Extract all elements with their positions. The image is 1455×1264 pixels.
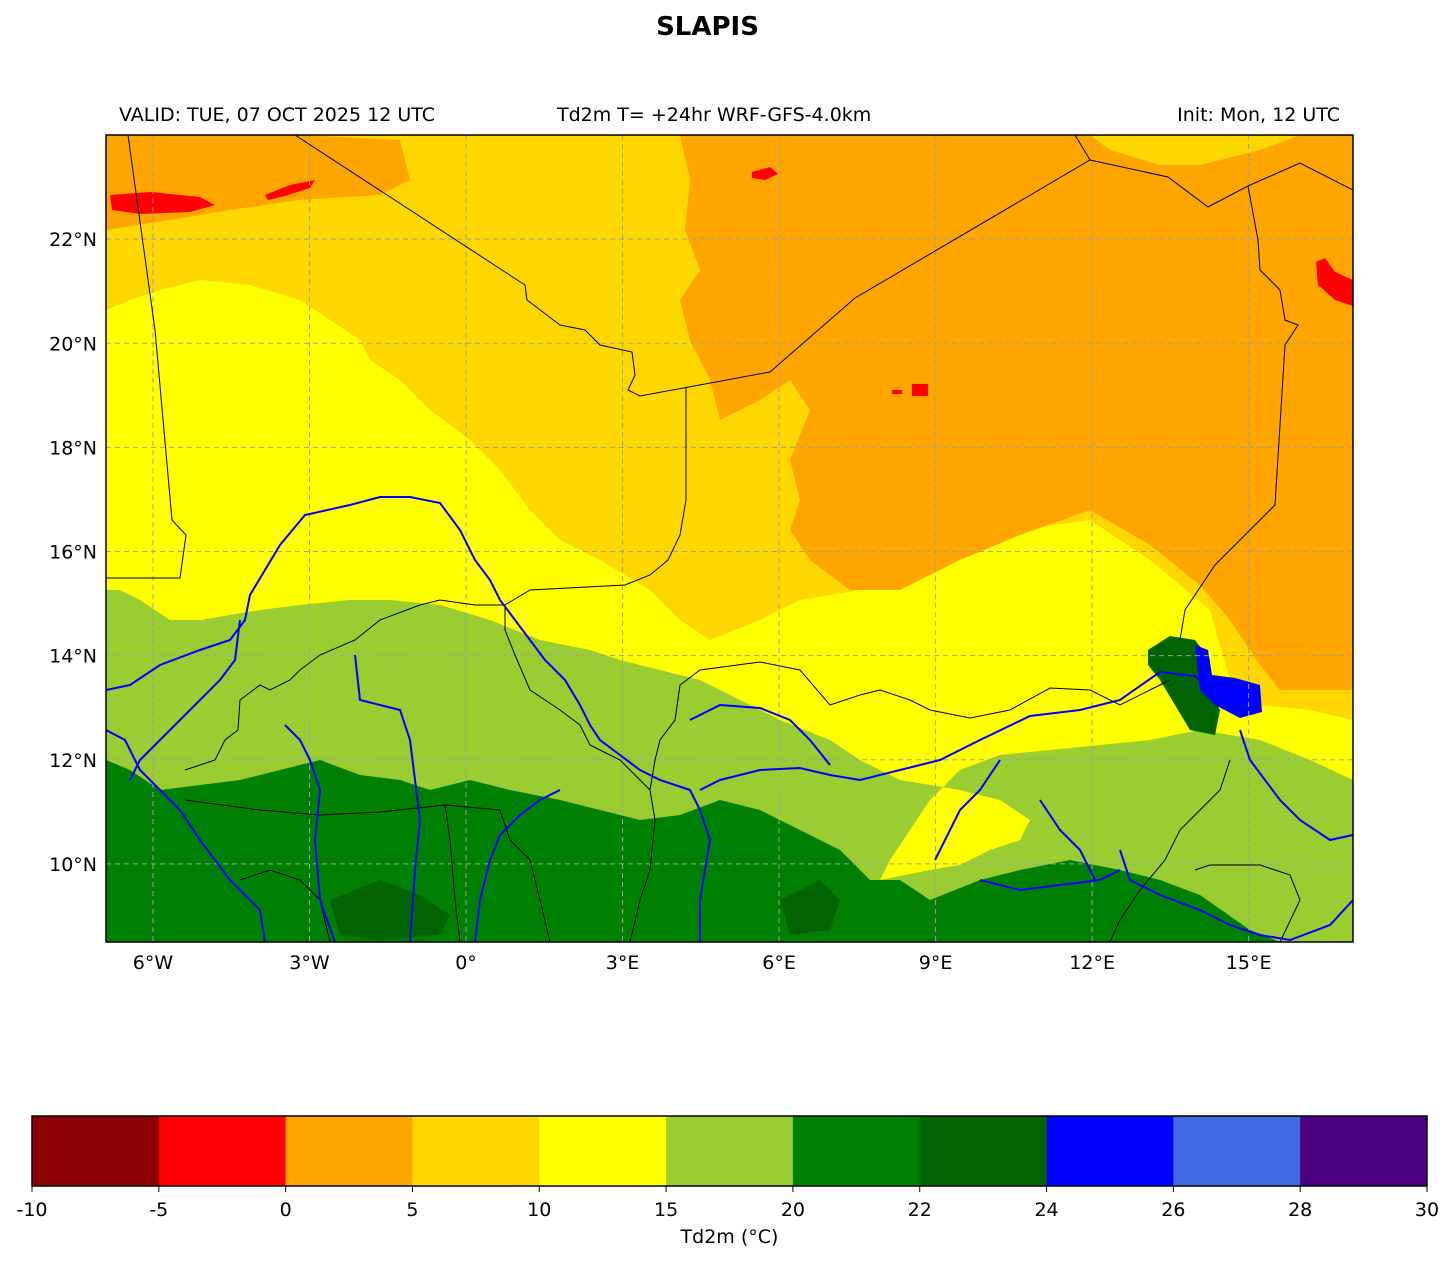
tributary-ne bbox=[1039, 799, 1096, 881]
border-niger-bf bbox=[504, 605, 601, 751]
benue-river bbox=[699, 670, 1211, 791]
rivers bbox=[106, 496, 1353, 942]
lon-tick-label: 9°E bbox=[919, 952, 953, 974]
lon-tick-label: 12°E bbox=[1069, 952, 1115, 974]
chari-river bbox=[1239, 729, 1353, 842]
lat-tick-label: 12°N bbox=[49, 750, 97, 772]
field-neg5-0-strip bbox=[265, 180, 315, 200]
niger-river bbox=[106, 496, 712, 942]
colorbar-frame bbox=[31, 1115, 1428, 1187]
field-neg5-0-north bbox=[752, 167, 778, 180]
gongola-river bbox=[979, 869, 1121, 892]
sokoto-river bbox=[689, 703, 831, 766]
field-0-5 bbox=[106, 135, 1353, 690]
border-bf-south bbox=[184, 799, 501, 816]
tributary-east bbox=[934, 759, 1001, 861]
forecast-description: Td2m T= +24hr WRF-GFS-4.0km bbox=[557, 104, 872, 126]
lon-tick-label: 6°E bbox=[762, 952, 796, 974]
colorbar-tick-label: -10 bbox=[16, 1199, 47, 1221]
colorbar: -10 -5 0 5 10 15 20 22 24 26 28 30 bbox=[16, 1115, 1439, 1221]
longitude-ticks: 6°W 3°W 0° 3°E 6°E 9°E 12°E 15°E bbox=[133, 952, 1272, 974]
bani-river bbox=[129, 619, 241, 781]
border-nigeria-cameroon bbox=[1109, 759, 1231, 942]
lat-tick-label: 18°N bbox=[49, 437, 97, 459]
dewpoint-field bbox=[106, 135, 1353, 942]
lat-tick-label: 20°N bbox=[49, 333, 97, 355]
lat-tick-label: 16°N bbox=[49, 542, 97, 564]
colorbar-bin bbox=[919, 1116, 1048, 1186]
colorbar-bin bbox=[158, 1116, 287, 1186]
colorbar-bin bbox=[1046, 1116, 1174, 1186]
latitude-ticks: 22°N 20°N 18°N 16°N 14°N 12°N 10°N bbox=[49, 229, 97, 876]
colorbar-tick-label: 20 bbox=[781, 1199, 805, 1221]
colorbar-tick-label: 28 bbox=[1288, 1199, 1312, 1221]
colorbar-bin bbox=[666, 1116, 794, 1186]
gridlines bbox=[106, 135, 1353, 942]
colorbar-tick-label: 15 bbox=[654, 1199, 678, 1221]
border-benin bbox=[599, 749, 656, 942]
lat-tick-label: 10°N bbox=[49, 854, 97, 876]
lat-tick-label: 22°N bbox=[49, 229, 97, 251]
colorbar-bin bbox=[285, 1116, 413, 1186]
white-volta bbox=[354, 654, 422, 942]
country-borders bbox=[106, 135, 1353, 942]
colorbar-tick-label: 24 bbox=[1034, 1199, 1058, 1221]
colorbar-tick-label: 5 bbox=[406, 1199, 418, 1221]
colorbar-bin bbox=[412, 1116, 540, 1186]
valid-time-label: VALID: TUE, 07 OCT 2025 12 UTC bbox=[119, 104, 435, 126]
field-neg5-0-dot bbox=[912, 384, 928, 396]
field-22-24-mid bbox=[780, 880, 840, 935]
colorbar-tick-label: -5 bbox=[149, 1199, 168, 1221]
lon-tick-label: 6°W bbox=[133, 952, 174, 974]
border-libya bbox=[1074, 135, 1091, 161]
border-ghana-togo bbox=[444, 804, 461, 942]
logone-river bbox=[1119, 849, 1353, 942]
border-benin-niger bbox=[649, 684, 681, 791]
comoe-river bbox=[106, 729, 266, 942]
colorbar-tick-label: 0 bbox=[280, 1199, 292, 1221]
field-neg5-0-east bbox=[1316, 258, 1353, 306]
border-mauritania-mali bbox=[106, 135, 187, 579]
border-mali-bf bbox=[184, 388, 687, 771]
colorbar-bin bbox=[32, 1116, 160, 1186]
map-frame bbox=[105, 134, 1354, 943]
border-chad-niger bbox=[1179, 185, 1299, 641]
field-neg5-0-dot2 bbox=[892, 390, 902, 394]
lon-tick-label: 0° bbox=[455, 952, 477, 974]
lon-tick-label: 15°E bbox=[1226, 952, 1272, 974]
border-togo-benin bbox=[499, 809, 551, 942]
init-time-label: Init: Mon, 12 UTC bbox=[1177, 104, 1340, 126]
colorbar-bin bbox=[1300, 1116, 1428, 1186]
lat-tick-label: 14°N bbox=[49, 646, 97, 668]
colorbar-bin bbox=[792, 1116, 921, 1186]
oti-river bbox=[474, 789, 561, 942]
colorbar-label: Td2m (°C) bbox=[680, 1226, 779, 1248]
map-title: SLAPIS bbox=[656, 12, 759, 42]
lon-tick-label: 3°E bbox=[606, 952, 640, 974]
colorbar-tick-label: 26 bbox=[1161, 1199, 1185, 1221]
colorbar-tick-label: 30 bbox=[1415, 1199, 1439, 1221]
border-civ-ghana bbox=[239, 869, 331, 942]
colorbar-bin bbox=[539, 1116, 667, 1186]
colorbar-bin bbox=[1173, 1116, 1301, 1186]
border-algeria bbox=[294, 135, 1353, 397]
black-volta bbox=[284, 724, 336, 942]
lake-chad-24-26 bbox=[1195, 645, 1262, 718]
border-niger-nigeria bbox=[679, 661, 1171, 719]
border-car bbox=[1194, 864, 1301, 942]
field-22-24-sw bbox=[330, 880, 450, 940]
lon-tick-label: 3°W bbox=[289, 952, 330, 974]
colorbar-tick-label: 22 bbox=[908, 1199, 932, 1221]
colorbar-tick-label: 10 bbox=[527, 1199, 551, 1221]
